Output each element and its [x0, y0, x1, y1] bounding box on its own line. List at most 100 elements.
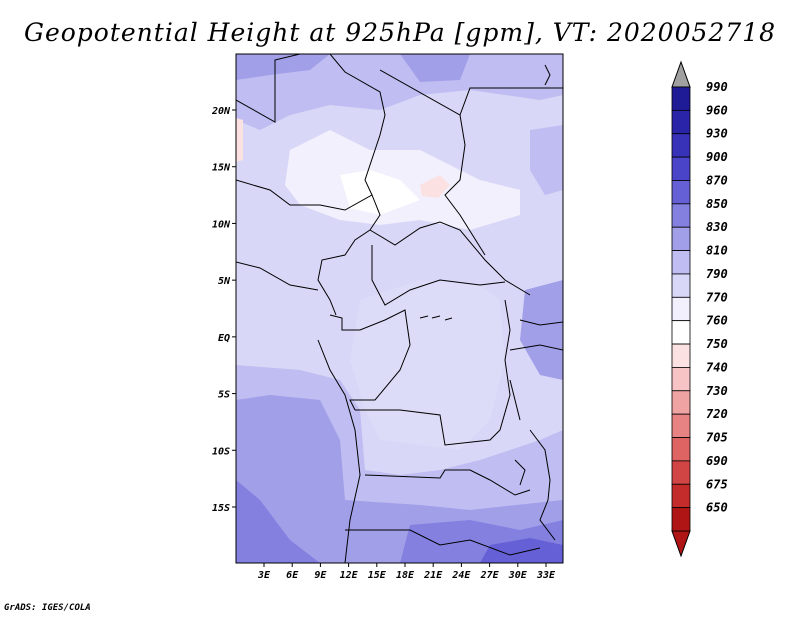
- lon-label-4: 15E: [368, 570, 387, 581]
- colorbar-label-750: 750: [706, 337, 728, 351]
- colorbar-label-790: 790: [706, 267, 728, 281]
- border-cameroon: [317, 229, 371, 316]
- colorbar-label-690: 690: [706, 454, 728, 468]
- colorbar-swatch-675: [671, 483, 691, 509]
- border-car-south: [371, 245, 506, 306]
- field-band-830-east: [520, 280, 563, 380]
- colorbar-label-900: 900: [706, 150, 728, 164]
- field-band-790-basin: [350, 280, 505, 450]
- colorbar-label-850: 850: [706, 197, 728, 211]
- coast-gulf: [236, 261, 319, 291]
- field-band-850-southwest: [236, 480, 320, 563]
- colorbar-swatch-750: [671, 343, 691, 368]
- lon-label-10: 33E: [536, 570, 556, 581]
- colorbar-label-740: 740: [706, 360, 728, 374]
- lon-label-6: 21E: [423, 570, 443, 581]
- colorbar-swatch-770: [671, 296, 691, 322]
- colorbar-label-650: 650: [706, 501, 728, 515]
- lon-label-2: 9E: [314, 570, 327, 581]
- colorbar-bottom-arrow: [671, 530, 691, 558]
- border-congo-gabon: [329, 309, 411, 411]
- field-band-760: [340, 170, 420, 215]
- colorbar-swatch-870: [671, 180, 691, 205]
- border-chad-sudan: [444, 114, 486, 256]
- colorbar-swatch-790: [671, 273, 691, 298]
- border-namibia: [345, 529, 541, 556]
- colorbar-label-810: 810: [706, 244, 728, 258]
- latitude-axis: 20N 15N 10N 5N EQ 5S 10S 15S: [211, 106, 236, 514]
- longitude-axis: 3E 6E 9E 12E 15E 18E 21E 24E 27E 30E 33E: [257, 563, 556, 581]
- lat-label-2: 10N: [212, 219, 231, 230]
- colorbar-label-960: 960: [706, 103, 728, 117]
- colorbar-label-830: 830: [706, 220, 728, 234]
- colorbar-swatch-900: [671, 156, 691, 181]
- colorbar-swatch-960: [671, 109, 691, 135]
- colorbar-label-720: 720: [706, 407, 728, 421]
- lon-label-7: 24E: [451, 570, 471, 581]
- colorbar-label-705: 705: [706, 431, 728, 445]
- lat-label-0: 20N: [211, 106, 231, 117]
- lon-label-8: 27E: [480, 570, 500, 581]
- lat-label-5: 5S: [218, 390, 230, 401]
- colorbar-label-760: 760: [706, 314, 728, 328]
- field-band-810-north: [236, 54, 563, 130]
- colorbar-swatch-990: [671, 86, 691, 111]
- colorbar-swatch-690: [671, 460, 691, 485]
- lon-label-3: 12E: [340, 570, 359, 581]
- field-band-830-north: [236, 54, 330, 80]
- coast-angola: [317, 339, 361, 563]
- country-borders: [236, 54, 563, 563]
- border-angola-drc: [355, 409, 501, 446]
- colorbar-label-730: 730: [706, 384, 728, 398]
- border-uganda: [519, 319, 563, 326]
- colorbar-label-870: 870: [706, 173, 728, 187]
- border-car: [369, 221, 531, 296]
- lat-label-7: 15S: [212, 503, 230, 514]
- colorbar: 990 960 930 900 870 850 830 810 790 770 760 750 740 7…: [671, 60, 728, 558]
- colorbar-swatch-740: [671, 367, 691, 392]
- border-nigeria: [236, 179, 381, 231]
- border-kenya: [509, 344, 563, 351]
- lon-label-5: 18E: [396, 570, 415, 581]
- border-zambia: [364, 469, 531, 496]
- lat-label-3: 5N: [218, 276, 231, 287]
- grads-credit: GrADS: IGES/COLA: [4, 603, 91, 613]
- map-title: Geopotential Height at 925hPa [gpm], VT:…: [23, 18, 777, 47]
- colorbar-label-930: 930: [706, 127, 728, 141]
- geopotential-field: [236, 54, 563, 563]
- colorbar-label-990: 990: [706, 80, 728, 94]
- coast-red-sea: [544, 64, 551, 86]
- border-drc-east: [499, 299, 511, 431]
- colorbar-label-770: 770: [706, 290, 728, 304]
- colorbar-swatch-650: [671, 507, 691, 532]
- field-band-830-south: [236, 395, 563, 563]
- colorbar-swatch-810: [671, 250, 691, 275]
- colorbar-swatch-830: [671, 226, 691, 251]
- colorbar-swatch-720: [671, 413, 691, 438]
- lat-label-6: 10S: [212, 446, 230, 457]
- colorbar-swatch-730: [671, 390, 691, 415]
- map-frame: [235, 53, 564, 564]
- border-libya: [379, 69, 563, 116]
- colorbar-swatch-850: [671, 203, 691, 228]
- field-band-750-west: [236, 118, 243, 162]
- field-band-830-north-east: [400, 54, 470, 82]
- colorbar-swatch-930: [671, 133, 691, 158]
- lake-malawi: [514, 459, 526, 486]
- lon-label-1: 6E: [286, 570, 299, 581]
- river-congo: [419, 315, 453, 321]
- field-band-810-east: [530, 125, 563, 195]
- field-band-750: [420, 175, 450, 198]
- colorbar-top-arrow: [671, 60, 691, 88]
- lon-label-0: 3E: [257, 570, 271, 581]
- field-band-870-south: [480, 538, 563, 563]
- field-band-770: [285, 130, 520, 230]
- lon-label-9: 30E: [508, 570, 528, 581]
- border-malawi: [529, 429, 556, 541]
- border-nw: [236, 54, 301, 123]
- lat-label-1: 15N: [212, 163, 231, 174]
- lake-tanganyika: [509, 379, 521, 421]
- border-chad-niger: [329, 54, 386, 196]
- colorbar-label-675: 675: [706, 477, 728, 491]
